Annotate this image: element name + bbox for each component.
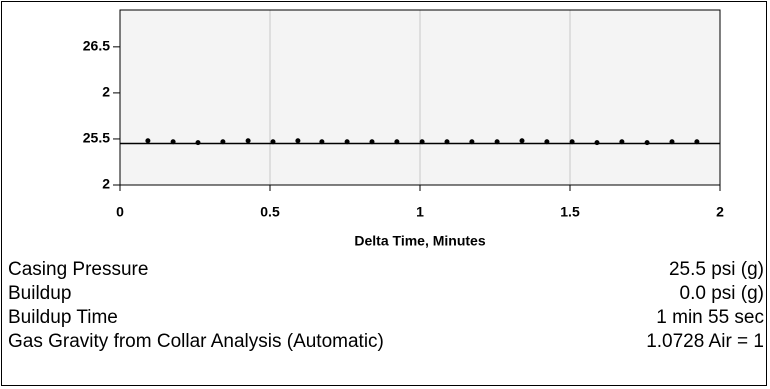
x-tick-label: 2: [716, 204, 724, 220]
point: [694, 139, 700, 145]
y-tick-label: 2: [102, 176, 110, 192]
point: [644, 140, 650, 146]
x-tick-label: 1: [416, 204, 424, 220]
point: [419, 139, 425, 145]
x-tick-label: 0.5: [260, 204, 280, 220]
point: [245, 138, 251, 144]
y-tick-label: 26.5: [83, 38, 110, 54]
readout-row: Buildup 0.0 psi (g): [8, 282, 764, 306]
point: [444, 139, 450, 145]
point: [469, 139, 475, 145]
point: [594, 140, 600, 146]
point: [170, 139, 176, 145]
readout-value: 1 min 55 sec: [656, 307, 764, 328]
x-tick-label: 1.5: [560, 204, 580, 220]
readout-label: Buildup Time: [8, 307, 118, 328]
point: [494, 139, 500, 145]
point: [544, 139, 550, 145]
x-axis-label: Delta Time, Minutes: [354, 233, 485, 249]
point: [669, 139, 675, 145]
readout-value: 0.0 psi (g): [679, 283, 764, 304]
point: [569, 139, 575, 145]
readout-row: Casing Pressure 25.5 psi (g): [8, 258, 764, 282]
point: [369, 139, 375, 145]
point: [295, 138, 301, 144]
y-tick-label: 2: [102, 84, 110, 100]
readout-label: Gas Gravity from Collar Analysis (Automa…: [8, 331, 384, 352]
y-tick-label: 25.5: [83, 130, 110, 146]
plot-border: [119, 9, 721, 186]
point: [319, 139, 325, 145]
readout-value: 1.0728 Air = 1: [646, 331, 764, 352]
readout-label: Buildup: [8, 283, 72, 304]
point: [619, 139, 625, 145]
point: [270, 139, 276, 145]
point: [394, 139, 400, 145]
readout-label: Casing Pressure: [8, 259, 149, 280]
readout-row: Gas Gravity from Collar Analysis (Automa…: [8, 330, 764, 354]
readout-row: Buildup Time 1 min 55 sec: [8, 306, 764, 330]
x-tick-label: 0: [116, 204, 124, 220]
point: [220, 139, 226, 145]
point: [519, 138, 525, 144]
readout-value: 25.5 psi (g): [668, 259, 764, 280]
point: [145, 138, 151, 144]
point: [344, 139, 350, 145]
point: [195, 140, 201, 146]
